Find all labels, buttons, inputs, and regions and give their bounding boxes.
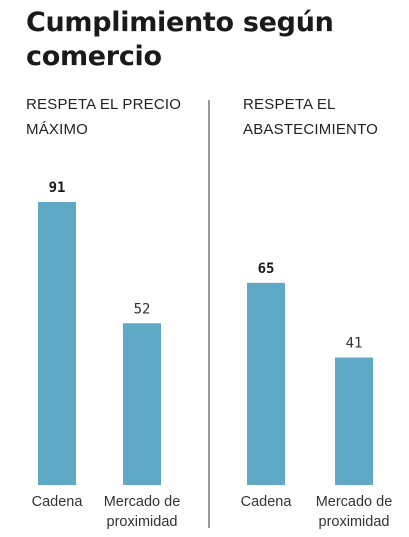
panel-2-title: RESPETA EL ABASTECIMIENTO	[243, 96, 379, 138]
value-label-panel-2-2: 41	[346, 335, 363, 351]
category-label-panel-1-2: Mercado de	[104, 494, 181, 510]
bar-panel-2-1	[247, 282, 285, 485]
category-label-panel-2-2-line-2: proximidad	[319, 514, 390, 530]
value-label-panel-1-1: 91	[49, 180, 66, 196]
bar-panel-1-1	[38, 201, 76, 486]
category-label-panel-1-1: Cadena	[32, 494, 84, 510]
value-label-panel-2-1: 65	[258, 261, 275, 277]
bar-panel-1-2	[123, 323, 161, 485]
chart-title: Cumplimiento según comercio	[26, 7, 334, 72]
category-label-panel-2-2: Mercado de	[316, 494, 393, 510]
bar-panel-2-2	[335, 357, 373, 485]
panel-1-title: RESPETA EL PRECIO MÁXIMO	[26, 96, 182, 138]
category-label-panel-2-1: Cadena	[241, 494, 293, 510]
value-label-panel-1-2: 52	[134, 301, 151, 317]
category-label-panel-1-2-line-2: proximidad	[107, 514, 178, 530]
